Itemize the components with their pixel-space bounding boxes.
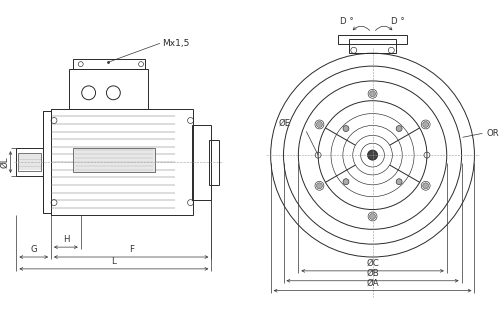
Bar: [18, 153, 41, 171]
Bar: [69, 69, 148, 109]
Circle shape: [343, 126, 349, 132]
Bar: [43, 111, 51, 213]
Bar: [73, 59, 145, 69]
Text: OR: OR: [486, 129, 499, 138]
Text: ØB: ØB: [366, 269, 379, 278]
Text: ØC: ØC: [366, 259, 379, 268]
Circle shape: [422, 122, 428, 128]
Text: L: L: [112, 257, 116, 266]
Circle shape: [370, 91, 376, 97]
Text: Mx1,5: Mx1,5: [162, 39, 189, 48]
Bar: [192, 126, 212, 200]
Bar: [349, 39, 397, 53]
Text: F: F: [128, 245, 134, 254]
Bar: [73, 148, 155, 172]
Circle shape: [396, 126, 402, 132]
Text: ØA: ØA: [366, 279, 379, 288]
Text: ØE: ØE: [278, 119, 290, 128]
Circle shape: [343, 179, 349, 185]
Circle shape: [422, 183, 428, 189]
Bar: [51, 109, 193, 215]
Text: G: G: [30, 245, 37, 254]
Circle shape: [396, 179, 402, 185]
Text: H: H: [62, 235, 69, 244]
Text: ØL: ØL: [0, 156, 10, 168]
Text: D °: D °: [340, 17, 353, 26]
Circle shape: [316, 122, 322, 128]
Circle shape: [316, 183, 322, 189]
Text: D °: D °: [392, 17, 405, 26]
Circle shape: [370, 213, 376, 219]
Circle shape: [368, 150, 378, 160]
Bar: [338, 35, 407, 44]
Bar: [16, 148, 43, 176]
Bar: [210, 140, 219, 185]
